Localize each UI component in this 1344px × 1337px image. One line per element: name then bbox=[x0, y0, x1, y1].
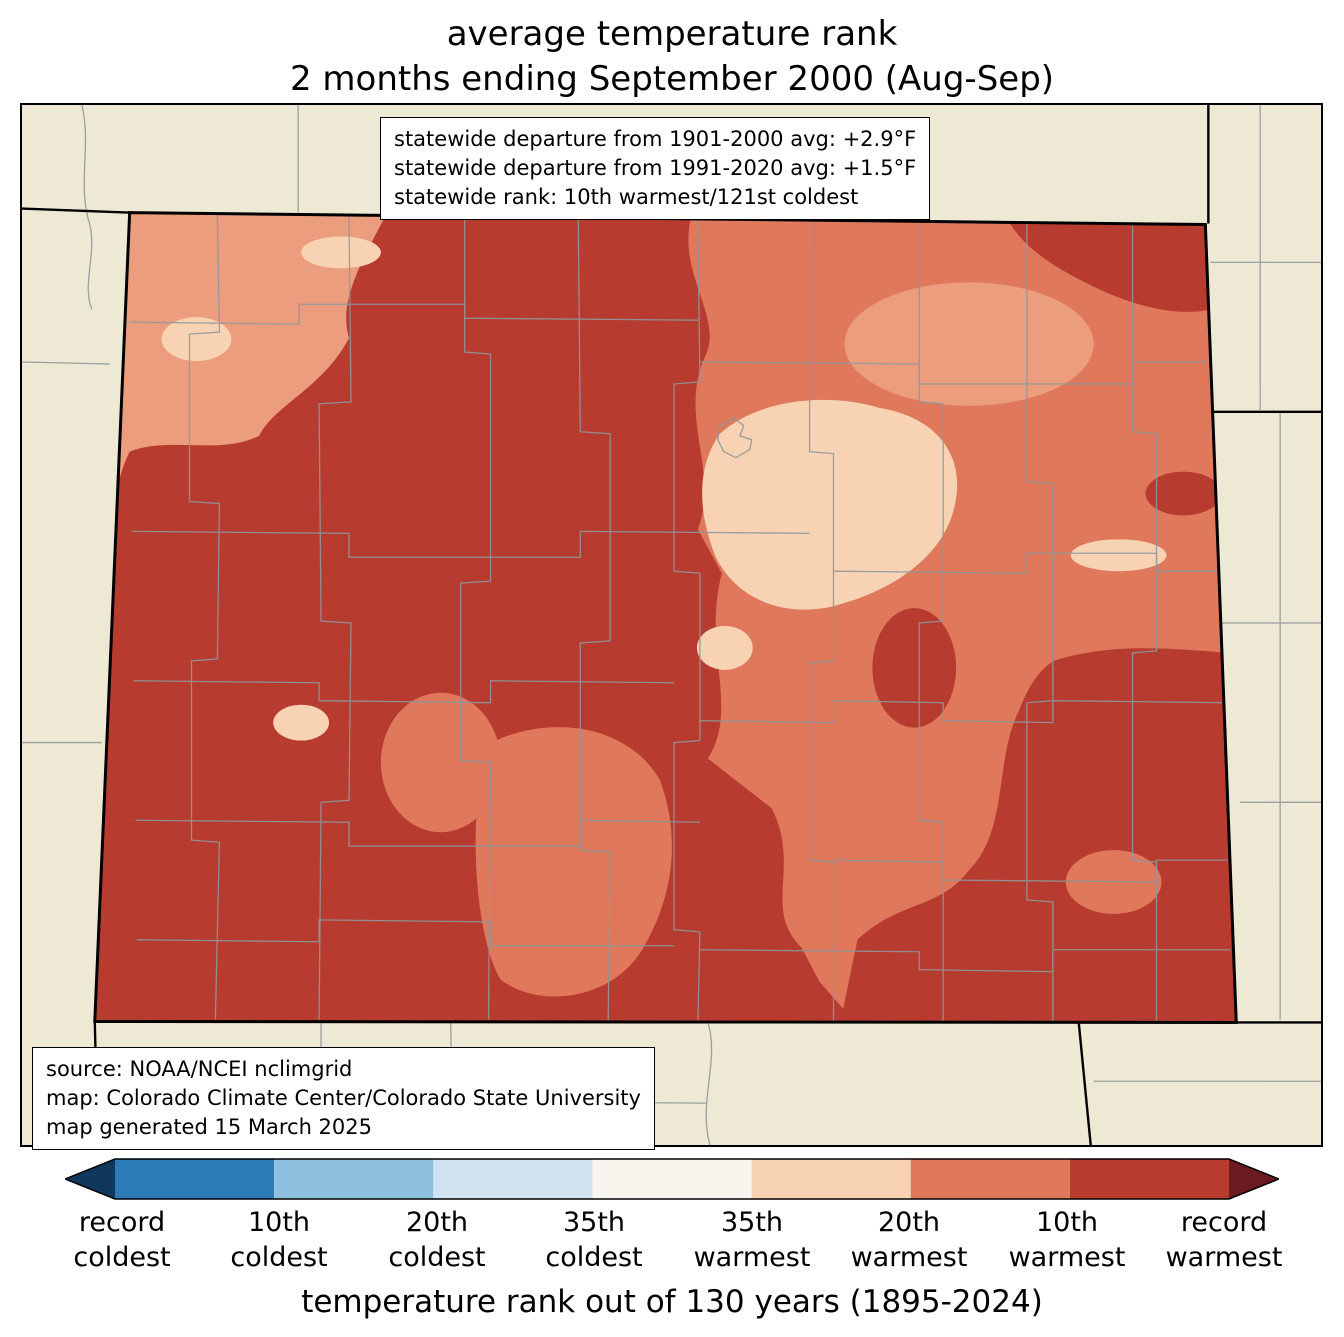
colorbar-right-arrow bbox=[1229, 1159, 1279, 1199]
figure-title: average temperature rank 2 months ending… bbox=[0, 12, 1344, 102]
colorbar-outline bbox=[62, 1158, 1282, 1200]
map-svg bbox=[22, 105, 1321, 1145]
title-line-1: average temperature rank bbox=[446, 14, 898, 54]
region-10th-warmest-northeast bbox=[1003, 212, 1213, 312]
label-20th-coldest: 20th coldest bbox=[388, 1207, 486, 1273]
source-attribution-box: source: NOAA/NCEI nclimgrid map: Colorad… bbox=[32, 1047, 655, 1150]
region-35th-warmest-east bbox=[1070, 539, 1167, 572]
title-line-2: 2 months ending September 2000 (Aug-Sep) bbox=[289, 58, 1055, 99]
region-northwest-light-salmon bbox=[94, 212, 393, 540]
region-10th-warmest-central-blob bbox=[872, 608, 957, 728]
colorado-rank-map: statewide departure from 1901-2000 avg: … bbox=[20, 103, 1323, 1150]
colorbar-axis-label: temperature rank out of 130 years (1895-… bbox=[301, 1284, 1043, 1320]
colorbar-segment-4 bbox=[592, 1159, 752, 1199]
colorado-county-lines bbox=[129, 214, 1231, 1022]
region-west-salmon-pocket bbox=[380, 692, 501, 833]
colorbar-segment-7 bbox=[1069, 1159, 1229, 1199]
region-35th-warmest-small bbox=[696, 625, 753, 670]
stats-line-1: statewide departure from 1901-2000 avg: … bbox=[394, 127, 917, 151]
statewide-stats-box: statewide departure from 1901-2000 avg: … bbox=[380, 117, 931, 220]
region-south-central-salmon-pocket bbox=[475, 727, 672, 997]
region-10th-warmest-east-blob bbox=[1145, 471, 1222, 516]
region-35th-warmest-west-spot bbox=[273, 704, 330, 741]
region-35th-warmest-denver bbox=[702, 399, 958, 610]
region-35th-warmest-nw-spot-1 bbox=[301, 236, 381, 269]
label-35th-coldest: 35th coldest bbox=[545, 1207, 643, 1273]
label-10th-warmest: 10th warmest bbox=[1008, 1207, 1126, 1273]
region-10th-warmest-southeast bbox=[839, 648, 1237, 1023]
colorbar-labels: record coldest 10th coldest 20th coldest… bbox=[65, 1206, 1282, 1280]
source-line-1: source: NOAA/NCEI nclimgrid bbox=[46, 1057, 353, 1081]
colorbar-svg bbox=[62, 1158, 1282, 1200]
colorbar-segment-2 bbox=[274, 1159, 434, 1199]
colorbar-segment-5 bbox=[751, 1159, 911, 1199]
label-record-coldest: record coldest bbox=[73, 1207, 171, 1273]
colorbar-segment-6 bbox=[910, 1159, 1070, 1199]
label-record-warmest: record warmest bbox=[1165, 1207, 1283, 1273]
stats-line-2: statewide departure from 1991-2020 avg: … bbox=[394, 155, 917, 180]
source-line-3: map generated 15 March 2025 bbox=[46, 1114, 373, 1139]
colorbar-left-arrow bbox=[65, 1159, 115, 1199]
label-10th-coldest: 10th coldest bbox=[230, 1207, 328, 1273]
source-line-2: map: Colorado Climate Center/Colorado St… bbox=[46, 1085, 641, 1110]
label-20th-warmest: 20th warmest bbox=[850, 1207, 968, 1273]
colorado-fill-layers bbox=[94, 212, 1237, 1023]
region-35th-warmest-nw-spot-2 bbox=[161, 317, 232, 362]
rank-colorbar bbox=[62, 1157, 1282, 1201]
stats-line-3: statewide rank: 10th warmest/121st colde… bbox=[394, 184, 859, 209]
region-north-light-salmon bbox=[844, 282, 1094, 406]
colorbar-segment-1 bbox=[115, 1159, 275, 1199]
label-35th-warmest: 35th warmest bbox=[693, 1207, 811, 1273]
colorbar-segment-3 bbox=[433, 1159, 593, 1199]
colorado-state-border bbox=[93, 211, 1238, 1024]
